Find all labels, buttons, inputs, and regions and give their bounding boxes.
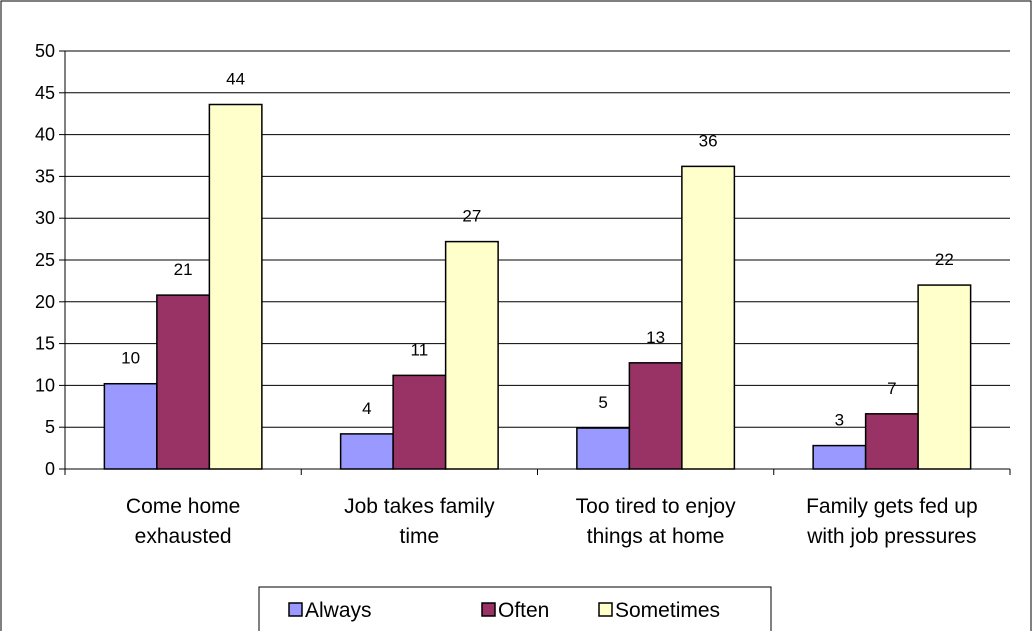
y-tick-label: 5 (45, 417, 55, 437)
bar-often (864, 413, 919, 470)
y-tick-label: 20 (35, 292, 55, 312)
y-tick-label: 10 (35, 375, 55, 395)
bars (103, 103, 972, 470)
data-label: 7 (887, 379, 896, 398)
data-label: 3 (835, 411, 844, 430)
legend-box (258, 586, 772, 634)
data-label: 22 (935, 250, 954, 269)
data-label: 11 (411, 340, 429, 359)
category-label: exhausted (135, 525, 232, 548)
y-tick-label: 45 (35, 83, 55, 103)
data-label: 10 (121, 349, 140, 368)
legend-label: Often (498, 599, 549, 622)
bar-sometimes (917, 284, 972, 470)
y-tick-label: 25 (35, 250, 55, 270)
legend-swatch-often (481, 602, 496, 617)
legend: Always Often Sometimes (258, 586, 772, 634)
data-label: 44 (226, 70, 245, 89)
bar-sometimes (444, 240, 499, 470)
bar-sometimes (681, 165, 736, 470)
y-tick-label: 40 (35, 125, 55, 145)
category-label: Come home (126, 495, 240, 518)
data-label: 27 (462, 207, 481, 226)
category-label: time (400, 525, 440, 548)
bar-always (339, 433, 394, 470)
data-label: 4 (362, 399, 371, 418)
bar-always (576, 427, 631, 470)
y-tick-label: 15 (35, 334, 55, 354)
category-label: Job takes family (344, 495, 495, 518)
y-tick-label: 0 (45, 459, 55, 479)
data-label: 13 (646, 328, 665, 347)
legend-swatch-sometimes (598, 602, 613, 617)
legend-label: Always (305, 599, 372, 622)
bar-always (812, 444, 867, 470)
data-label: 5 (598, 393, 607, 412)
data-label: 21 (174, 260, 193, 279)
bar-often (156, 294, 211, 470)
category-label: Too tired to enjoy (576, 495, 736, 518)
y-tick-label: 30 (35, 208, 55, 228)
bar-often (628, 362, 683, 470)
category-label: with job pressures (806, 525, 976, 548)
bar-always (103, 382, 158, 470)
legend-label: Sometimes (615, 599, 720, 622)
bar-sometimes (208, 103, 263, 470)
data-label: 36 (699, 131, 718, 150)
y-tick-label: 50 (35, 41, 55, 61)
category-label: things at home (587, 525, 725, 548)
bar-often (392, 374, 447, 470)
legend-swatch-always (288, 602, 303, 617)
category-label: Family gets fed up (806, 495, 978, 518)
y-tick-label: 35 (35, 166, 55, 186)
